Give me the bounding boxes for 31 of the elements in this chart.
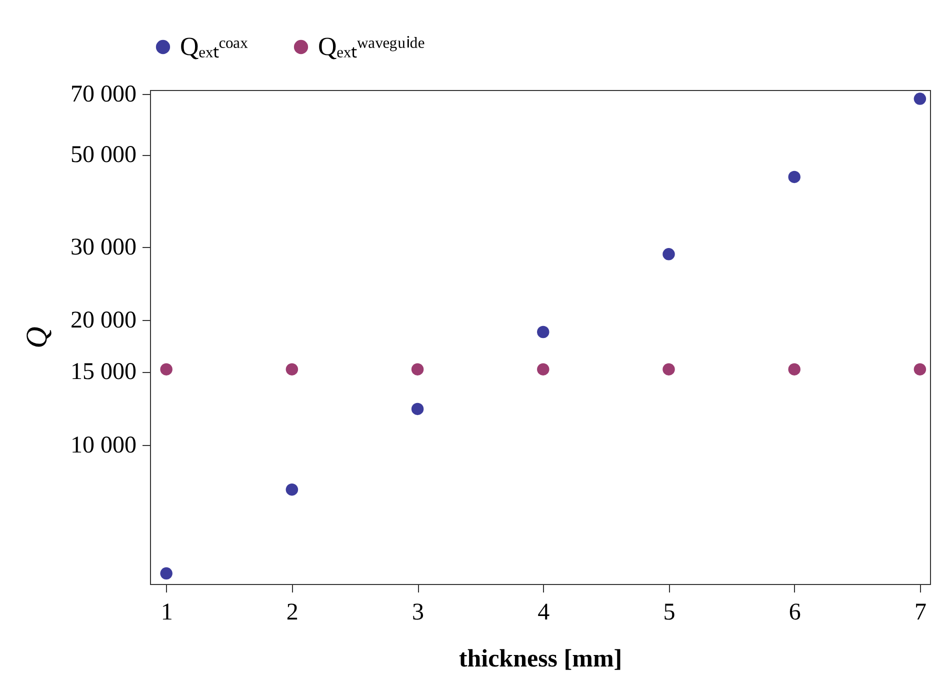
y-tick-label: 15 000 <box>70 359 136 386</box>
y-tick-label: 20 000 <box>70 307 136 334</box>
y-tick-label: 70 000 <box>70 82 136 108</box>
legend-label: Qₑₓₜʷᵃᵛᵉᵍᵘⁱᵈᵉ <box>318 32 425 61</box>
point <box>788 170 800 184</box>
point <box>411 363 424 376</box>
legend-label: Qₑₓₜᶜᵒᵃˣ <box>180 32 248 61</box>
y-tick-label: 50 000 <box>70 142 136 168</box>
point <box>662 363 675 376</box>
point <box>537 363 550 376</box>
x-tick-label: 3 <box>412 600 424 626</box>
point <box>286 363 298 376</box>
x-tick-label: 5 <box>663 600 676 626</box>
point <box>411 402 424 416</box>
point <box>160 567 172 580</box>
x-tick-label: 6 <box>788 600 801 626</box>
x-tick-label: 7 <box>914 600 926 626</box>
point <box>914 363 926 376</box>
point <box>160 363 172 376</box>
point <box>914 92 926 105</box>
point <box>537 326 550 338</box>
y-tick-label: 30 000 <box>70 234 136 260</box>
x-tick-label: 1 <box>160 600 173 626</box>
y-tick-label: 10 000 <box>70 432 136 458</box>
x-axis-title: thickness [mm] <box>458 646 622 672</box>
point <box>286 483 298 496</box>
point <box>788 363 800 376</box>
x-tick-label: 4 <box>538 600 550 626</box>
point <box>662 248 675 260</box>
x-tick-label: 2 <box>286 600 298 626</box>
y-axis-title: Q <box>20 326 54 348</box>
